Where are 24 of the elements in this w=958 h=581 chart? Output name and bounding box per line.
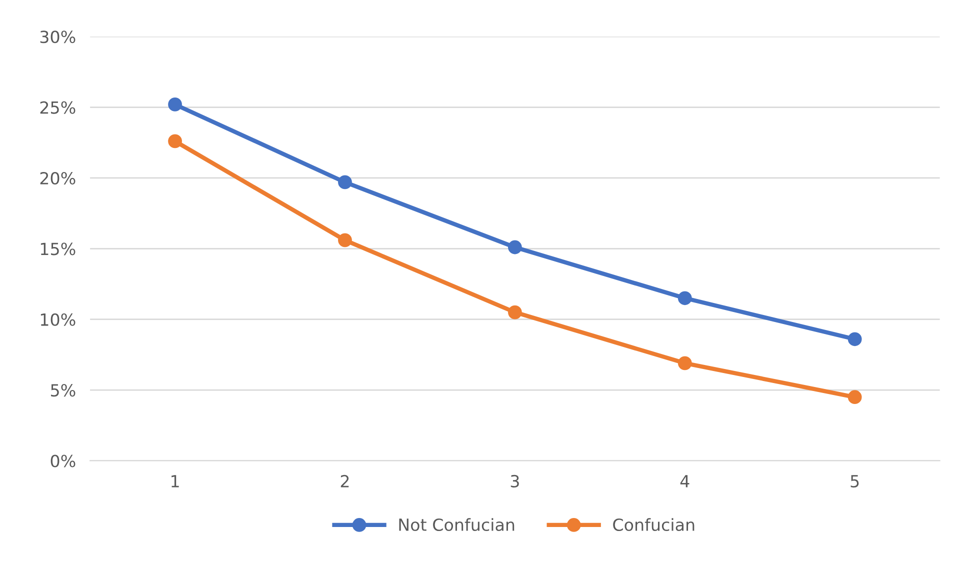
legend-label: Not Confucian: [399, 518, 514, 532]
y-tick-label: 5%: [51, 384, 76, 397]
x-tick-label: 5: [850, 475, 859, 488]
y-tick-label: 10%: [40, 313, 76, 326]
point: [848, 390, 862, 404]
y-tick-label: 20%: [40, 172, 76, 185]
point: [338, 233, 352, 248]
point: [678, 356, 692, 370]
y-tick-label: 0%: [50, 454, 76, 468]
y-tick-label: 30%: [40, 30, 76, 44]
x-tick-label: 3: [510, 474, 519, 488]
point: [338, 175, 352, 190]
point: [848, 332, 862, 346]
point: [678, 291, 692, 306]
x-tick-label: 2: [340, 474, 349, 488]
point: [508, 305, 522, 320]
x-tick-label: 4: [680, 475, 690, 488]
point: [168, 134, 182, 148]
y-tick-label: 15%: [40, 242, 76, 256]
y-tick-label: 25%: [40, 101, 76, 114]
legend-label: Confucian: [613, 518, 694, 532]
x-tick-label: 1: [172, 475, 179, 488]
point: [168, 98, 182, 112]
point: [508, 240, 522, 254]
